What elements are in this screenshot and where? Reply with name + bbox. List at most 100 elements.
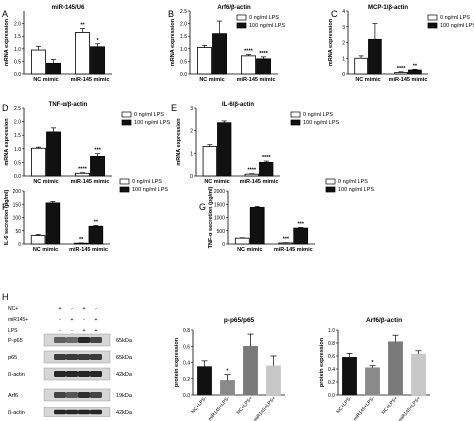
legend-label: 0 ng/ml LPS (338, 179, 368, 185)
y-tick-label: 2 (342, 41, 345, 47)
bar (249, 207, 265, 245)
blot-band (66, 371, 78, 377)
blot-band (54, 354, 66, 360)
y-tick-label: 1.0 (180, 47, 187, 53)
chart-title: p-p65/p65 (224, 317, 255, 324)
significance-label: ** (94, 219, 99, 225)
y-tick-label: 0 (190, 174, 193, 180)
legend-swatch (121, 111, 132, 118)
bar (388, 341, 403, 396)
y-tick-label: 100 (13, 216, 22, 222)
legend-swatch (119, 178, 130, 185)
condition-mark: + (94, 317, 97, 323)
blot-band (90, 392, 102, 398)
bar (90, 46, 105, 75)
bar (75, 32, 90, 75)
y-tick-label: 150 (13, 202, 22, 208)
significance-label: ** (413, 63, 418, 69)
y-tick-label: 0 (18, 242, 21, 248)
y-tick-label: 1.5 (180, 34, 187, 40)
y-tick-label: 0.2 (328, 380, 335, 386)
y-tick-label: 500 (217, 229, 226, 235)
y-tick-label: 1.5 (14, 34, 21, 40)
blot-band (66, 337, 78, 343)
condition-mark: - (71, 306, 73, 312)
bar (31, 49, 46, 75)
bar (342, 357, 357, 396)
significance-label: *** (283, 237, 290, 243)
blot-band (90, 337, 102, 343)
y-tick-label: 0.5 (14, 160, 21, 166)
panel-letter: F (2, 202, 8, 212)
legend-label: 100 ng/ml LPS (132, 187, 168, 193)
blot-band (78, 354, 90, 360)
y-tick-label: 200 (13, 189, 22, 195)
y-axis-label: mRNA expression (328, 18, 334, 66)
y-tick-label: 50 (15, 229, 21, 235)
chart-title: MCP-1/β-actin (368, 5, 408, 11)
condition-label: miR145+ (8, 317, 28, 323)
y-tick-label: 1.0 (328, 328, 335, 334)
bar (46, 63, 61, 75)
chart-title: Arf6/β-actin (366, 317, 402, 324)
y-tick-label: 0.0 (328, 393, 335, 399)
panel-letter: A (2, 9, 8, 19)
significance-label: *** (297, 221, 304, 227)
condition-mark: - (59, 328, 61, 334)
bar (234, 237, 250, 245)
legend-swatch (236, 22, 247, 29)
band-size: 42kDa (116, 372, 133, 378)
legend-label: 100 ng/ml LPS (134, 120, 170, 126)
band-label: Arf6 (8, 393, 18, 399)
legend-swatch (290, 111, 301, 118)
bar (212, 33, 227, 75)
blot-band (78, 409, 90, 415)
bar (293, 227, 309, 245)
significance-label: **** (78, 167, 87, 173)
blot-band (90, 354, 102, 360)
y-tick-label: 0 (222, 242, 225, 248)
western-blot: H NC+ + - + - miR145+ - + - + LPS - - + + P-p65 65kDa p65 6… (2, 292, 133, 417)
y-tick-label: 0.6 (183, 344, 190, 350)
y-tick-label: 1500 (214, 202, 225, 208)
chart-E: E IL-6/β-actin 0 1 2 3 mRNA expression NC mimic… (171, 102, 339, 185)
bar (220, 380, 235, 396)
bar (88, 225, 104, 245)
legend-label: 0 ng/ml LPS (132, 179, 162, 185)
legend-swatch (325, 178, 336, 185)
significance-label: ** (80, 23, 85, 29)
blot-band (78, 371, 90, 377)
blot-band (66, 409, 78, 415)
blot-band (78, 337, 90, 343)
band-size: 42kDa (116, 410, 133, 416)
bar (368, 38, 382, 75)
x-tick-label: NC mimic (355, 77, 380, 83)
condition-mark: + (94, 328, 97, 334)
bar (394, 72, 408, 75)
bar (45, 202, 61, 245)
blot-band (90, 371, 102, 377)
x-tick-label: NC mimic (33, 179, 58, 185)
legend-swatch (427, 22, 438, 29)
bar (256, 58, 271, 75)
chart-title: IL-6/β-actin (222, 102, 254, 108)
chart-title: TNF-α/β-actin (49, 102, 88, 108)
significance-label: *** (94, 148, 101, 154)
x-tick-label: miR-145 mimic (240, 179, 279, 185)
x-tick-label: miR-145 mimic (71, 77, 110, 83)
y-tick-label: 0 (342, 72, 345, 78)
panel-letter: C (331, 9, 338, 19)
y-tick-label: 0.5 (180, 59, 187, 65)
bar (411, 353, 426, 396)
x-tick-label: miR145+LPS- (352, 395, 376, 421)
significance-label: **** (262, 155, 271, 161)
y-tick-label: 1 (190, 151, 193, 157)
x-tick-label: miR145+LPS+ (397, 395, 422, 421)
x-tick-label: miR-145 mimic (71, 179, 110, 185)
legend-swatch (119, 186, 130, 193)
x-tick-label: NC mimic (199, 77, 224, 83)
band-size: 19kDa (116, 393, 133, 399)
bar (30, 235, 46, 245)
